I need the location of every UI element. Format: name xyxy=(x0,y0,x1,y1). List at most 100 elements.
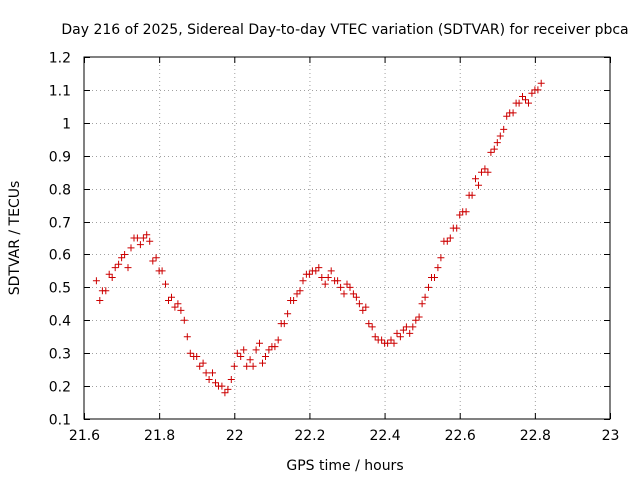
data-point xyxy=(102,287,110,295)
data-point xyxy=(174,300,182,308)
data-point xyxy=(321,280,329,288)
data-point xyxy=(227,376,235,383)
data-point xyxy=(493,139,501,147)
y-tick-label: 0.1 xyxy=(49,413,71,429)
y-axis-label: SDTVAR / TECUs xyxy=(7,181,23,296)
data-point xyxy=(462,208,470,216)
data-point xyxy=(337,283,345,291)
data-point xyxy=(415,313,423,321)
x-tick-label: 22.2 xyxy=(294,428,325,444)
x-tick-label: 22.6 xyxy=(445,428,476,444)
data-point xyxy=(149,257,157,265)
data-point xyxy=(525,99,532,107)
y-tick-label: 1.1 xyxy=(49,84,71,100)
data-point xyxy=(402,323,410,331)
y-tick-label: 0.3 xyxy=(49,347,71,363)
data-point xyxy=(490,145,498,153)
data-point xyxy=(168,293,175,301)
data-point xyxy=(259,359,266,367)
data-point xyxy=(240,346,248,354)
data-point xyxy=(271,343,279,351)
data-point xyxy=(196,362,204,370)
y-tick-label: 0.5 xyxy=(49,281,71,297)
data-point xyxy=(368,323,376,331)
data-point xyxy=(165,297,172,304)
data-point xyxy=(127,244,135,252)
data-point xyxy=(284,310,292,318)
x-tick-label: 22.8 xyxy=(520,428,551,444)
y-tick-label: 0.2 xyxy=(49,380,71,396)
data-point xyxy=(528,89,536,97)
data-point xyxy=(412,316,420,324)
data-point xyxy=(193,353,201,360)
data-point xyxy=(434,264,442,272)
grid xyxy=(84,57,610,419)
data-point xyxy=(209,369,216,377)
data-point xyxy=(359,306,367,314)
data-point xyxy=(431,274,438,281)
data-point xyxy=(221,389,229,397)
data-point xyxy=(92,277,100,285)
data-point xyxy=(503,112,511,120)
data-point xyxy=(468,191,476,199)
data-point xyxy=(305,270,313,278)
x-tick-label: 22 xyxy=(226,428,244,444)
data-point xyxy=(406,329,414,337)
data-point xyxy=(152,254,160,262)
data-point xyxy=(199,359,207,367)
data-point xyxy=(365,320,373,328)
data-point xyxy=(315,264,323,272)
data-point xyxy=(318,274,326,281)
data-point xyxy=(390,339,398,347)
data-point xyxy=(124,264,132,272)
data-point xyxy=(162,280,169,288)
data-point xyxy=(115,260,123,268)
data-point xyxy=(237,353,245,360)
data-point xyxy=(233,349,241,357)
data-point xyxy=(396,333,404,341)
data-point xyxy=(186,349,194,357)
y-tick-label: 0.7 xyxy=(49,216,71,232)
data-point xyxy=(324,274,332,281)
data-point xyxy=(453,224,461,232)
data-point xyxy=(205,376,213,383)
data-point xyxy=(299,277,307,285)
x-tick-label: 23 xyxy=(602,428,620,444)
data-point xyxy=(343,280,351,288)
y-tick-label: 1.2 xyxy=(49,51,71,67)
y-tick-label: 0.9 xyxy=(49,150,71,166)
data-point xyxy=(456,211,464,219)
data-point xyxy=(230,362,238,370)
data-point xyxy=(472,175,479,183)
data-point xyxy=(327,267,335,275)
data-point xyxy=(371,333,379,341)
data-point xyxy=(534,86,542,94)
data-point xyxy=(352,293,360,301)
data-point xyxy=(399,326,407,334)
data-point xyxy=(496,132,504,140)
data-point xyxy=(340,290,348,298)
data-point xyxy=(105,270,113,278)
data-point xyxy=(346,283,354,291)
data-point xyxy=(355,300,363,308)
data-point xyxy=(296,287,304,295)
data-point xyxy=(180,316,188,324)
data-point xyxy=(446,234,454,242)
data-point xyxy=(393,329,401,337)
data-point xyxy=(246,356,254,364)
data-point xyxy=(487,148,495,156)
data-point xyxy=(522,96,529,104)
data-point xyxy=(212,379,219,387)
data-point xyxy=(509,109,517,117)
data-point xyxy=(334,277,342,285)
y-tick-label: 0.4 xyxy=(49,314,71,330)
data-point xyxy=(108,274,116,281)
data-point xyxy=(224,385,232,393)
data-point xyxy=(515,99,523,107)
data-point xyxy=(475,181,482,189)
data-point xyxy=(387,336,395,344)
data-point xyxy=(500,125,508,133)
data-point xyxy=(262,353,269,360)
